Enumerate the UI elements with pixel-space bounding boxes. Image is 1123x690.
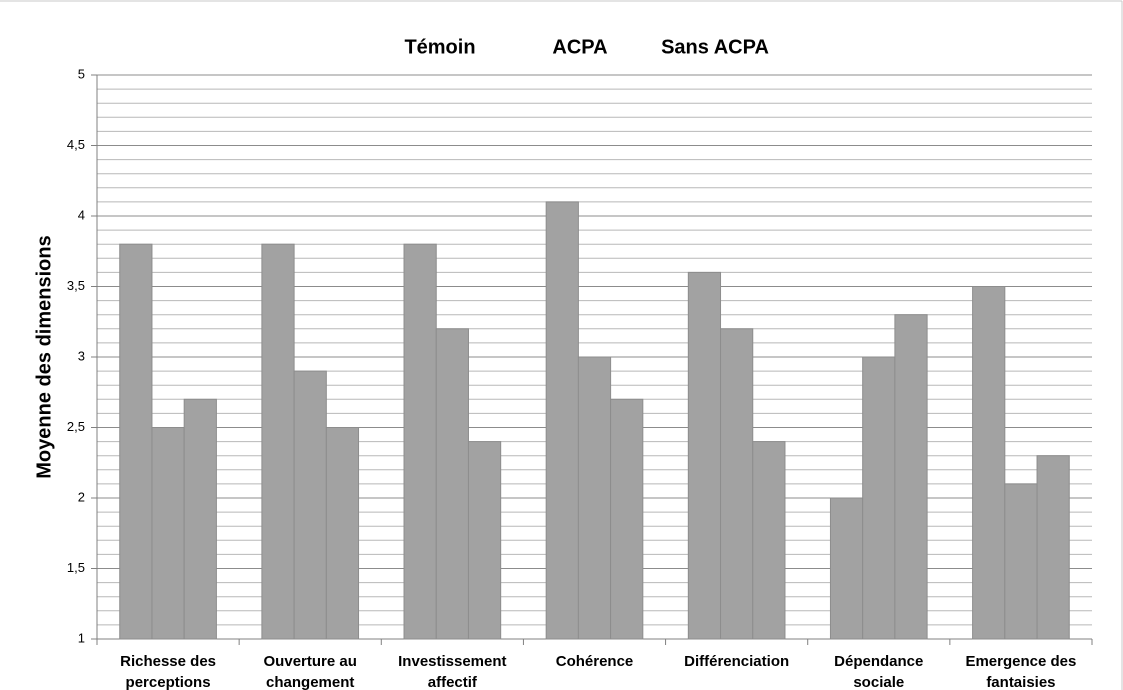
y-tick-label: 3,5 xyxy=(67,278,85,293)
y-tick-label: 4 xyxy=(78,207,85,222)
bar xyxy=(862,356,896,640)
bar xyxy=(687,271,722,640)
bar xyxy=(720,328,754,640)
bar xyxy=(752,441,786,640)
x-tick-label: Investissement affectif xyxy=(398,653,507,690)
bar xyxy=(293,370,327,640)
bar xyxy=(545,201,579,640)
x-tick-label: Emergence des fantaisies xyxy=(965,653,1077,690)
bar xyxy=(403,243,437,640)
legend-entry: ACPA xyxy=(552,36,607,58)
bar xyxy=(610,398,644,640)
bar xyxy=(467,441,502,640)
legend-entry: Sans ACPA xyxy=(661,36,769,58)
x-tick-label: Différenciation xyxy=(684,653,790,670)
bar xyxy=(435,328,469,640)
bar xyxy=(972,286,1006,640)
bar xyxy=(119,243,153,640)
y-tick-label: 1,5 xyxy=(67,560,85,575)
x-tick-label: Cohérence xyxy=(555,653,634,670)
x-tick-label: Richesse des perceptions xyxy=(120,653,216,690)
y-tick-label: 4,5 xyxy=(67,137,85,152)
bar xyxy=(183,398,217,640)
bar xyxy=(1004,483,1038,640)
y-tick-label: 2,5 xyxy=(67,419,85,434)
bar xyxy=(577,356,612,640)
legend-entry: Témoin xyxy=(404,36,475,58)
x-tick-label: Dépendance sociale xyxy=(834,653,924,690)
bar xyxy=(894,314,928,640)
y-tick-label: 3 xyxy=(78,348,85,363)
bar xyxy=(261,243,295,640)
bar xyxy=(151,427,185,640)
bar xyxy=(325,427,360,640)
bar xyxy=(1036,455,1070,640)
bar xyxy=(829,497,864,640)
x-tick-label: Ouverture au changement xyxy=(263,653,357,690)
y-axis-label: Moyenne des dimensions xyxy=(33,235,55,478)
y-tick-label: 1 xyxy=(78,630,85,645)
y-tick-label: 5 xyxy=(78,66,85,81)
y-tick-label: 2 xyxy=(78,489,85,504)
